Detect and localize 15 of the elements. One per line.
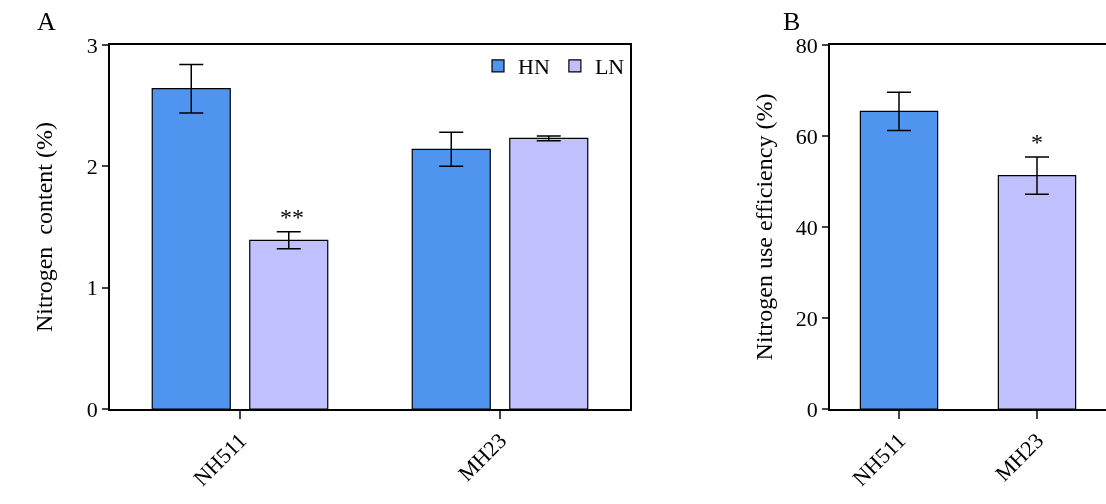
y-tick-label: 2: [86, 154, 98, 180]
y-axis-title: Nitrogen content (%): [30, 122, 57, 332]
y-tick-label: 20: [795, 305, 818, 331]
y-tick-label: 60: [795, 123, 818, 149]
chart-title: A: [37, 7, 56, 36]
y-tick-label: 3: [86, 32, 98, 58]
annotation: **: [280, 204, 304, 230]
y-tick-label: 40: [795, 214, 818, 240]
legend-label: LN: [594, 54, 625, 80]
y-tick-label: 1: [86, 275, 98, 301]
annotation: *: [1031, 129, 1043, 155]
y-axis-title: Nitrogen use efficiency (%): [750, 93, 777, 361]
y-tick-label: 0: [86, 396, 98, 422]
legend-label: HN: [518, 54, 550, 80]
y-tick-label: 0: [806, 396, 818, 422]
